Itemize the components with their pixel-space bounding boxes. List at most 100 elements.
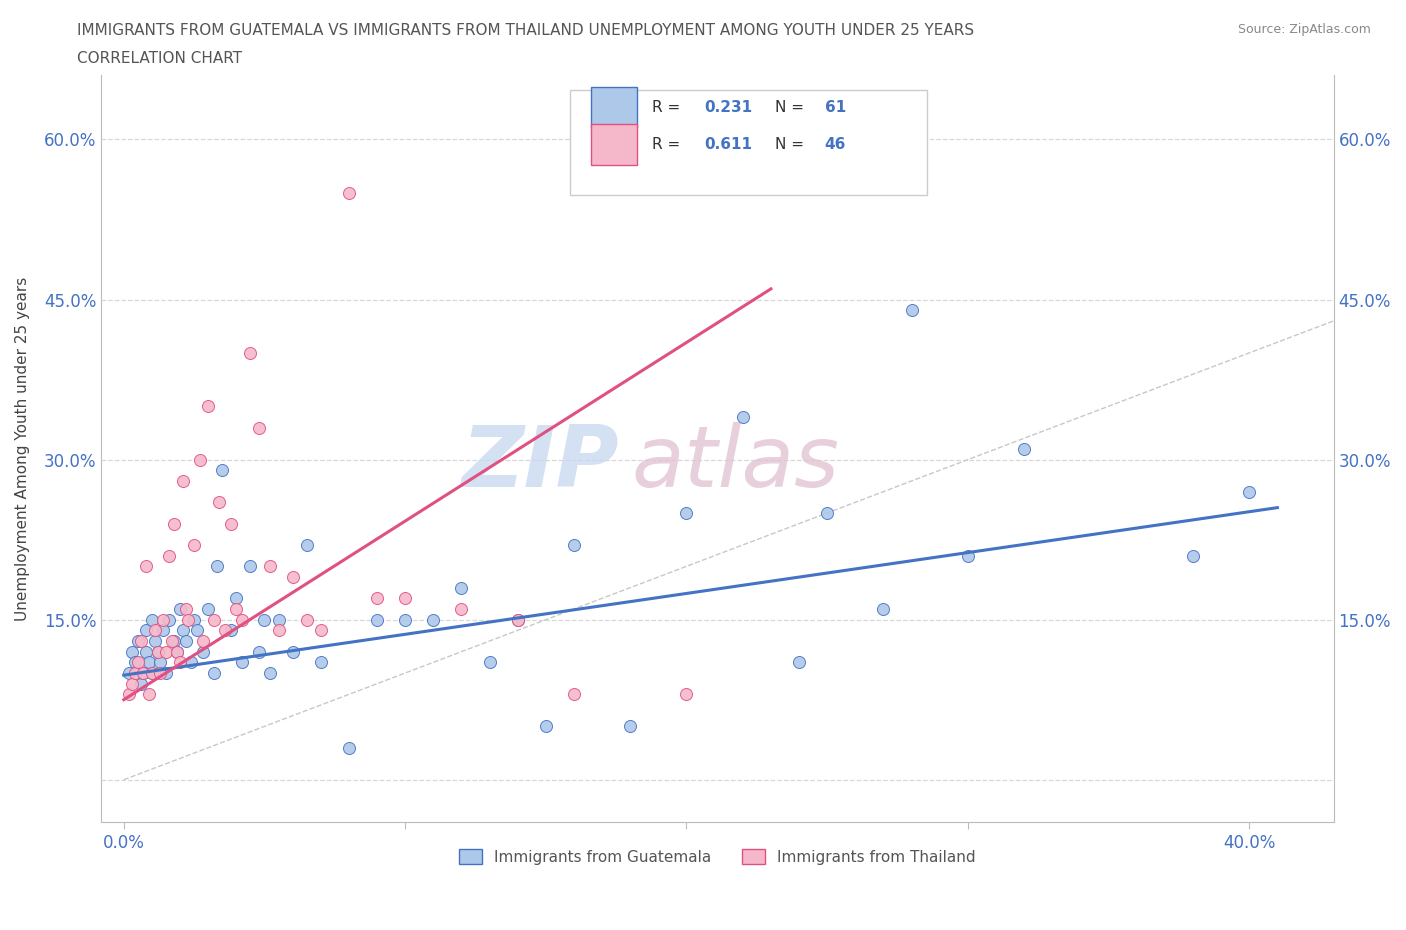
Point	[188, 452, 211, 467]
Point	[675, 506, 697, 521]
Text: CORRELATION CHART: CORRELATION CHART	[77, 51, 242, 66]
Point	[172, 473, 194, 488]
Text: 0.231: 0.231	[704, 100, 752, 114]
Point	[1237, 485, 1260, 499]
Point	[422, 612, 444, 627]
Point	[534, 719, 557, 734]
Point	[149, 655, 172, 670]
Point	[214, 623, 236, 638]
Point	[177, 612, 200, 627]
Point	[157, 548, 180, 563]
Point	[872, 602, 894, 617]
Point	[202, 612, 225, 627]
FancyBboxPatch shape	[591, 124, 637, 166]
Point	[219, 516, 242, 531]
Point	[225, 602, 247, 617]
Point	[152, 623, 174, 638]
Point	[197, 602, 219, 617]
Point	[259, 559, 281, 574]
Point	[180, 655, 202, 670]
Point	[186, 623, 208, 638]
Point	[450, 580, 472, 595]
Point	[394, 612, 416, 627]
Point	[619, 719, 641, 734]
Point	[157, 612, 180, 627]
Point	[295, 612, 318, 627]
Point	[731, 409, 754, 424]
Text: N =: N =	[775, 100, 810, 114]
Point	[231, 655, 253, 670]
Point	[337, 740, 360, 755]
Point	[253, 612, 276, 627]
Point	[1012, 442, 1035, 457]
Legend: Immigrants from Guatemala, Immigrants from Thailand: Immigrants from Guatemala, Immigrants fr…	[453, 843, 981, 870]
Point	[143, 623, 166, 638]
Point	[155, 644, 177, 659]
Point	[478, 655, 501, 670]
Point	[135, 644, 157, 659]
Point	[247, 644, 270, 659]
Point	[267, 612, 290, 627]
Point	[267, 623, 290, 638]
Point	[174, 633, 197, 648]
Point	[127, 655, 149, 670]
Text: IMMIGRANTS FROM GUATEMALA VS IMMIGRANTS FROM THAILAND UNEMPLOYMENT AMONG YOUTH U: IMMIGRANTS FROM GUATEMALA VS IMMIGRANTS …	[77, 23, 974, 38]
Point	[815, 506, 838, 521]
Point	[506, 612, 529, 627]
Text: ZIP: ZIP	[461, 422, 619, 505]
Point	[135, 623, 157, 638]
Y-axis label: Unemployment Among Youth under 25 years: Unemployment Among Youth under 25 years	[15, 277, 30, 621]
FancyBboxPatch shape	[591, 86, 637, 127]
Point	[562, 687, 585, 702]
Point	[146, 644, 169, 659]
Point	[132, 666, 155, 681]
Text: N =: N =	[775, 137, 810, 152]
Point	[231, 612, 253, 627]
Point	[132, 666, 155, 681]
Point	[309, 623, 332, 638]
Point	[166, 644, 188, 659]
Point	[337, 185, 360, 200]
Text: R =: R =	[652, 100, 685, 114]
Point	[191, 644, 214, 659]
Point	[183, 538, 205, 552]
Point	[295, 538, 318, 552]
Point	[121, 676, 143, 691]
Point	[675, 687, 697, 702]
Point	[506, 612, 529, 627]
Point	[191, 633, 214, 648]
Point	[129, 676, 152, 691]
Point	[174, 602, 197, 617]
Point	[172, 623, 194, 638]
Point	[309, 655, 332, 670]
Point	[129, 633, 152, 648]
Point	[281, 569, 304, 584]
Point	[121, 644, 143, 659]
Text: 61: 61	[825, 100, 846, 114]
Point	[450, 602, 472, 617]
Point	[160, 633, 183, 648]
Point	[118, 687, 141, 702]
Point	[366, 612, 388, 627]
Point	[787, 655, 810, 670]
Point	[394, 591, 416, 605]
Text: R =: R =	[652, 137, 685, 152]
Point	[259, 666, 281, 681]
Point	[141, 666, 163, 681]
Point	[281, 644, 304, 659]
Point	[146, 644, 169, 659]
Text: 46: 46	[825, 137, 846, 152]
Point	[118, 666, 141, 681]
Point	[163, 633, 186, 648]
Point	[225, 591, 247, 605]
Point	[141, 666, 163, 681]
Point	[183, 612, 205, 627]
Point	[152, 612, 174, 627]
Point	[135, 559, 157, 574]
Point	[202, 666, 225, 681]
Point	[155, 666, 177, 681]
Point	[124, 655, 146, 670]
Point	[1181, 548, 1204, 563]
Point	[124, 666, 146, 681]
Point	[211, 463, 233, 478]
